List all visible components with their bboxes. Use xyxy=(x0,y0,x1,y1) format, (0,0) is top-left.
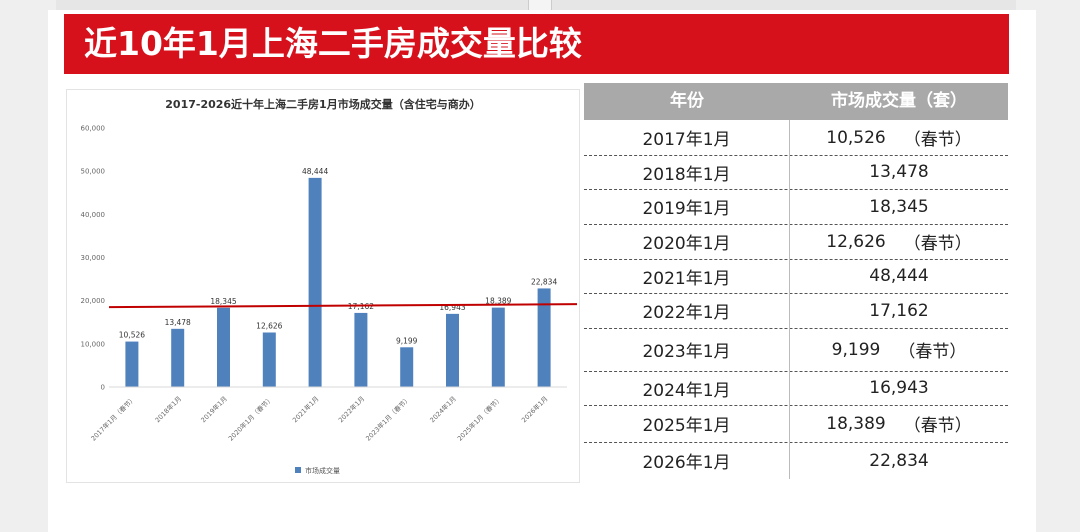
y-tick-label: 50,000 xyxy=(81,168,106,176)
volume-table: 年份 市场成交量（套） 2017年1月 10,526 （春节） 2018年1月 13,4… xyxy=(584,83,1008,491)
data-label: 16,943 xyxy=(439,303,465,312)
data-label: 18,345 xyxy=(210,297,236,306)
legend: 市场成交量 xyxy=(295,466,340,475)
data-label: 10,526 xyxy=(119,331,145,340)
title-banner: 近10年1月上海二手房成交量比较 xyxy=(64,14,1009,74)
volume-value: 48,444 xyxy=(869,266,929,286)
bar xyxy=(308,177,322,387)
table-row: 2024年1月 16,943 xyxy=(584,371,1008,406)
column-header-volume: 市场成交量（套） xyxy=(831,91,967,111)
volume-value: 17,162 xyxy=(869,300,929,321)
cell-volume: 13,478 xyxy=(790,155,1008,189)
bar-series xyxy=(125,177,551,387)
cell-year: 2017年1月 xyxy=(584,120,790,155)
y-tick-label: 20,000 xyxy=(81,297,106,305)
table-row: 2022年1月 17,162 xyxy=(584,293,1008,329)
volume-value: 9,199 xyxy=(831,339,881,360)
data-label: 48,444 xyxy=(302,167,328,176)
x-tick-label: 2020年1月（春节） xyxy=(226,394,275,443)
holiday-note: （春节） xyxy=(903,130,972,150)
cell-year: 2023年1月 xyxy=(584,328,790,371)
volume-value: 22,834 xyxy=(869,450,929,471)
bar xyxy=(125,341,139,387)
data-label: 18,389 xyxy=(485,297,511,306)
x-tick-label: 2025年1月（春节） xyxy=(455,394,504,443)
y-tick-label: 40,000 xyxy=(81,211,106,219)
table-row: 2026年1月 22,834 xyxy=(584,442,1008,479)
bar-chart: 2017-2026近十年上海二手房1月市场成交量（含住宅与商办） 0 10,000… xyxy=(81,97,578,475)
cell-year: 2021年1月 xyxy=(584,259,790,293)
x-tick-label: 2021年1月 xyxy=(290,394,320,424)
data-label: 9,199 xyxy=(396,336,418,345)
column-header-year: 年份 xyxy=(670,91,704,111)
y-tick-label: 60,000 xyxy=(81,125,106,133)
top-edge-mark xyxy=(528,0,552,12)
bar xyxy=(446,313,459,387)
cell-volume: 10,526 （春节） xyxy=(790,120,1008,155)
cell-volume: 22,834 xyxy=(790,442,1008,479)
cell-year: 2025年1月 xyxy=(584,405,790,442)
volume-value: 16,943 xyxy=(869,378,929,398)
x-tick-label: 2026年1月 xyxy=(519,394,549,424)
cell-year: 2026年1月 xyxy=(584,442,790,479)
x-tick-label: 2024年1月 xyxy=(428,394,458,424)
x-tick-label: 2023年1月（春节） xyxy=(364,394,413,443)
volume-value: 18,345 xyxy=(869,196,929,217)
cell-volume: 9,199 （春节） xyxy=(790,328,1008,371)
bar xyxy=(491,307,505,387)
data-label: 12,626 xyxy=(256,321,282,330)
data-label: 22,834 xyxy=(531,277,557,286)
y-tick-label: 0 xyxy=(101,384,105,392)
cell-volume: 18,345 xyxy=(790,189,1008,224)
x-tick-label: 2022年1月 xyxy=(336,394,366,424)
y-axis: 0 10,000 20,000 30,000 40,000 50,000 60,000 xyxy=(81,125,106,392)
bar xyxy=(537,288,551,387)
page-title: 近10年1月上海二手房成交量比较 xyxy=(84,24,582,63)
x-tick-label: 2018年1月 xyxy=(153,394,183,424)
chart-title: 2017-2026近十年上海二手房1月市场成交量（含住宅与商办） xyxy=(165,97,480,111)
bar xyxy=(171,328,185,387)
table-row: 2023年1月 9,199 （春节） xyxy=(584,328,1008,372)
holiday-note: （春节） xyxy=(903,416,972,436)
x-tick-label: 2017年1月（春节） xyxy=(89,394,138,443)
table-row: 2025年1月 18,389 （春节） xyxy=(584,405,1008,443)
volume-value: 12,626 xyxy=(826,231,886,252)
table-row: 2019年1月 18,345 xyxy=(584,189,1008,225)
cell-year: 2019年1月 xyxy=(584,189,790,224)
cell-volume: 18,389 （春节） xyxy=(790,405,1008,442)
cell-year: 2018年1月 xyxy=(584,155,790,189)
volume-value: 10,526 xyxy=(826,127,886,148)
data-labels: 10,52613,47818,34512,62648,44417,1629,19… xyxy=(119,167,558,345)
data-label: 13,478 xyxy=(165,318,191,327)
cell-year: 2022年1月 xyxy=(584,293,790,328)
cell-volume: 48,444 xyxy=(790,259,1008,293)
bar xyxy=(262,332,276,387)
cell-volume: 17,162 xyxy=(790,293,1008,328)
x-tick-label: 2019年1月 xyxy=(199,394,229,424)
legend-label: 市场成交量 xyxy=(305,466,340,475)
bar-chart-panel: 2017-2026近十年上海二手房1月市场成交量（含住宅与商办） 0 10,000… xyxy=(66,89,580,483)
holiday-note: （春节） xyxy=(903,234,972,254)
table-row: 2018年1月 13,478 xyxy=(584,155,1008,190)
table-header: 年份 市场成交量（套） xyxy=(584,83,1008,120)
holiday-note: （春节） xyxy=(898,342,967,362)
bar xyxy=(400,347,414,387)
y-tick-label: 10,000 xyxy=(81,340,106,348)
table-row: 2020年1月 12,626 （春节） xyxy=(584,224,1008,260)
bar xyxy=(217,307,230,387)
table-row: 2017年1月 10,526 （春节） xyxy=(584,120,1008,156)
reference-line xyxy=(108,303,578,309)
cell-year: 2020年1月 xyxy=(584,224,790,259)
cell-volume: 12,626 （春节） xyxy=(790,224,1008,259)
y-tick-label: 30,000 xyxy=(81,254,106,262)
volume-value: 13,478 xyxy=(869,162,929,182)
cell-volume: 16,943 xyxy=(790,371,1008,405)
table-row: 2021年1月 48,444 xyxy=(584,259,1008,294)
cell-year: 2024年1月 xyxy=(584,371,790,405)
volume-value: 18,389 xyxy=(826,413,886,434)
bar xyxy=(354,312,368,387)
legend-swatch xyxy=(295,467,301,473)
